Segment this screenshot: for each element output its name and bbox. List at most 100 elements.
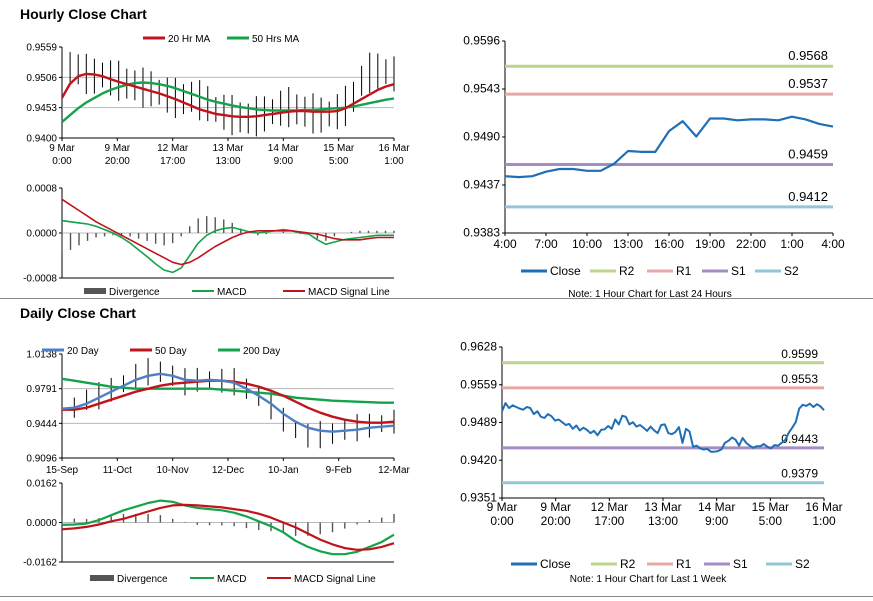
hourly-close-ytick-label: 0.9543 (463, 82, 500, 96)
daily-macd-line (61, 499, 395, 556)
daily-level-label-s1: 0.9443 (781, 432, 818, 446)
hourly-close-xtick-label: 1:00 (780, 237, 804, 251)
section-title-hourly: Hourly Close Chart (20, 6, 147, 22)
hourly-signal-line (61, 198, 394, 266)
daily-macd-ytick-label: -0.0162 (23, 558, 57, 569)
daily-200day-ma-line (61, 377, 394, 404)
daily-close-xtick-label: 16 Mar (805, 500, 842, 514)
hourly-50hr-ma-line (61, 81, 395, 123)
daily-close-xtick-label: 13:00 (648, 514, 678, 528)
legend-daily-macd-signal: MACD Signal Line (294, 574, 376, 585)
daily-price-ytick-label: 0.9096 (26, 454, 57, 465)
legend-50hrs-ma: 50 Hrs MA (252, 34, 300, 45)
legend-200day: 200 Day (243, 346, 280, 357)
hourly-close-ytick-label: 0.9596 (463, 34, 500, 48)
hourly-price-xtick-label: 14 Mar (268, 143, 300, 154)
hourly-close-xtick-label: 4:00 (821, 237, 845, 251)
legend-daily-macd: MACD (217, 574, 246, 585)
hourly-close-note: Note: 1 Hour Chart for Last 24 Hours (568, 289, 731, 300)
hourly-close-legend-s1: S1 (731, 264, 746, 278)
hourly-20hr-ma-line (60, 72, 395, 119)
daily-price-xtick-label: 10-Nov (157, 465, 189, 476)
hourly-close-legend-r1: R1 (676, 264, 692, 278)
legend-macd: MACD (217, 287, 246, 298)
hourly-close-xtick-label: 4:00 (493, 237, 517, 251)
daily-20day-ma-line (61, 372, 395, 433)
daily-level-label-s2: 0.9379 (781, 467, 818, 481)
daily-close-ytick-label: 0.9351 (460, 491, 497, 505)
daily-close-xtick-label: 0:00 (490, 514, 514, 528)
daily-price-ytick-label: 0.9791 (26, 384, 57, 395)
daily-close-xtick-label: 17:00 (594, 514, 624, 528)
daily-close-note: Note: 1 Hour Chart for Last 1 Week (570, 574, 728, 585)
hourly-close-ytick-label: 0.9490 (463, 130, 500, 144)
bottom-divider (0, 596, 873, 597)
legend-20day: 20 Day (67, 346, 99, 357)
legend-divergence: Divergence (109, 287, 160, 298)
hourly-price-xtick-label: 13 Mar (212, 143, 244, 154)
hourly-price-ytick-label: 0.9506 (26, 73, 57, 84)
hourly-level-label-s2: 0.9412 (788, 189, 828, 204)
daily-close-xtick-label: 1:00 (812, 514, 836, 528)
hourly-close-legend-s2: S2 (784, 264, 799, 278)
daily-price-xtick-label: 15-Sep (46, 465, 79, 476)
daily-close-xtick-label: 9 Mar (540, 500, 571, 514)
daily-close-xtick-label: 9:00 (705, 514, 729, 528)
daily-close-xtick-label: 20:00 (541, 514, 571, 528)
hourly-price-xtick-label: 12 Mar (157, 143, 189, 154)
hourly-close-line (504, 115, 834, 179)
daily-macd-ytick-label: 0.0162 (26, 479, 57, 490)
hourly-price-xtick-label: 17:00 (160, 156, 185, 167)
daily-close-xtick-label: 14 Mar (698, 500, 735, 514)
daily-price-xtick-label: 11-Oct (103, 465, 132, 476)
hourly-price-xtick-label: 1:00 (384, 156, 404, 167)
daily-close-legend-r2: R2 (620, 557, 636, 571)
hourly-price-xtick-label: 9 Mar (105, 143, 131, 154)
hourly-close-xtick-label: 13:00 (613, 237, 643, 251)
legend-daily-divergence: Divergence (117, 574, 168, 585)
hourly-price-xtick-label: 5:00 (329, 156, 349, 167)
daily-price-xtick-label: 12-Mar (378, 465, 410, 476)
daily-price-xtick-label: 9-Feb (326, 465, 353, 476)
hourly-price-xtick-label: 0:00 (52, 156, 72, 167)
daily-price-xtick-label: 10-Jan (268, 465, 299, 476)
hourly-close-legend-r2: R2 (619, 264, 635, 278)
hourly-close-xtick-label: 22:00 (736, 237, 766, 251)
hourly-close-xtick-label: 19:00 (695, 237, 725, 251)
section-title-daily: Daily Close Chart (20, 305, 136, 321)
hourly-level-label-r2: 0.9568 (788, 48, 828, 63)
daily-close-xtick-label: 5:00 (759, 514, 783, 528)
hourly-close-ytick-label: 0.9437 (463, 178, 500, 192)
hourly-price-xtick-label: 13:00 (215, 156, 240, 167)
hourly-price-ytick-label: 0.9559 (26, 43, 57, 54)
hourly-macd-ytick-label: 0.0000 (26, 229, 57, 240)
hourly-macd-ytick-label: 0.0008 (26, 184, 57, 195)
hourly-macd-ytick-label: -0.0008 (23, 274, 57, 285)
hourly-close-xtick-label: 16:00 (654, 237, 684, 251)
legend-20hr-ma: 20 Hr MA (168, 34, 211, 45)
daily-price-xtick-label: 12-Dec (212, 465, 244, 476)
daily-close-ytick-label: 0.9489 (460, 415, 497, 429)
daily-price-ytick-label: 0.9444 (26, 419, 57, 430)
hourly-level-label-r1: 0.9537 (788, 76, 828, 91)
legend-macd-signal: MACD Signal Line (308, 287, 390, 298)
hourly-close-legend-close: Close (550, 264, 581, 278)
section-divider (0, 298, 873, 299)
daily-macd-ytick-label: 0.0000 (26, 518, 57, 529)
hourly-price-xtick-label: 15 Mar (323, 143, 355, 154)
hourly-price-xtick-label: 20:00 (105, 156, 130, 167)
hourly-close-xtick-label: 10:00 (572, 237, 602, 251)
daily-close-ytick-label: 0.9628 (460, 340, 497, 354)
hourly-close-ytick-label: 0.9383 (463, 226, 500, 240)
daily-close-legend-close: Close (540, 557, 571, 571)
daily-close-xtick-label: 12 Mar (591, 500, 628, 514)
daily-close-xtick-label: 15 Mar (752, 500, 789, 514)
daily-close-xtick-label: 13 Mar (644, 500, 681, 514)
daily-price-ytick-label: 1.0138 (26, 350, 57, 361)
hourly-level-label-s1: 0.9459 (788, 146, 828, 161)
hourly-price-ytick-label: 0.9453 (26, 103, 57, 114)
hourly-close-xtick-label: 7:00 (534, 237, 558, 251)
hourly-price-xtick-label: 9:00 (274, 156, 294, 167)
hourly-macd-line (61, 219, 394, 274)
